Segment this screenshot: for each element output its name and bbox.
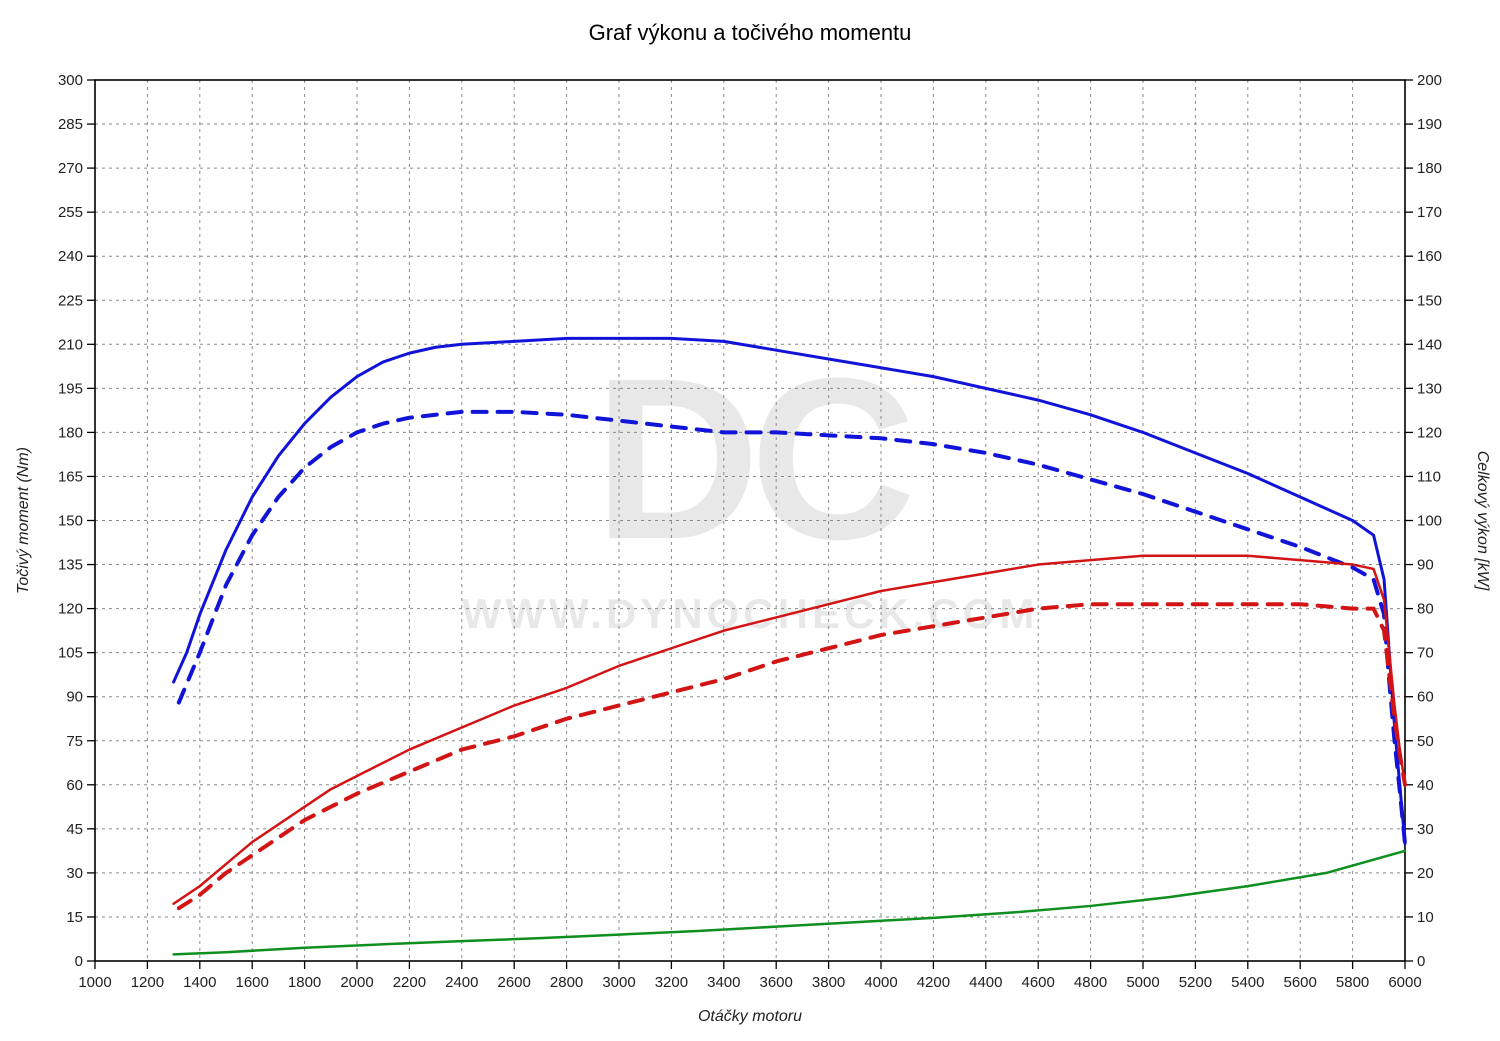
svg-text:3200: 3200: [655, 974, 688, 991]
svg-text:1000: 1000: [78, 974, 111, 991]
dyno-chart: DCWWW.DYNOCHECK.COM100012001400160018002…: [0, 0, 1500, 1041]
svg-text:210: 210: [58, 336, 83, 353]
svg-text:70: 70: [1417, 645, 1434, 662]
x-axis-label: Otáčky motoru: [698, 1008, 802, 1025]
svg-text:1400: 1400: [183, 974, 216, 991]
svg-text:4800: 4800: [1074, 974, 1107, 991]
svg-text:3000: 3000: [602, 974, 635, 991]
svg-text:2600: 2600: [498, 974, 531, 991]
svg-text:190: 190: [1417, 116, 1442, 133]
svg-text:5200: 5200: [1179, 974, 1212, 991]
svg-text:285: 285: [58, 116, 83, 133]
svg-text:5000: 5000: [1126, 974, 1159, 991]
svg-text:2400: 2400: [445, 974, 478, 991]
svg-text:90: 90: [66, 689, 83, 706]
svg-text:1600: 1600: [236, 974, 269, 991]
svg-text:300: 300: [58, 72, 83, 89]
svg-text:DC: DC: [594, 330, 910, 587]
svg-text:WWW.DYNOCHECK.COM: WWW.DYNOCHECK.COM: [462, 590, 1039, 637]
chart-svg: DCWWW.DYNOCHECK.COM100012001400160018002…: [0, 0, 1500, 1041]
svg-text:160: 160: [1417, 248, 1442, 265]
svg-text:4600: 4600: [1022, 974, 1055, 991]
svg-text:150: 150: [58, 513, 83, 530]
svg-text:170: 170: [1417, 204, 1442, 221]
svg-text:45: 45: [66, 821, 83, 838]
svg-text:5600: 5600: [1284, 974, 1317, 991]
svg-text:150: 150: [1417, 292, 1442, 309]
svg-text:100: 100: [1417, 513, 1442, 530]
svg-text:10: 10: [1417, 909, 1434, 926]
svg-text:3400: 3400: [707, 974, 740, 991]
svg-text:2800: 2800: [550, 974, 583, 991]
svg-text:15: 15: [66, 909, 83, 926]
svg-text:30: 30: [1417, 821, 1434, 838]
svg-text:255: 255: [58, 204, 83, 221]
svg-text:1200: 1200: [131, 974, 164, 991]
svg-text:165: 165: [58, 468, 83, 485]
svg-text:3600: 3600: [760, 974, 793, 991]
svg-text:30: 30: [66, 865, 83, 882]
svg-text:4000: 4000: [864, 974, 897, 991]
svg-text:1800: 1800: [288, 974, 321, 991]
svg-text:50: 50: [1417, 733, 1434, 750]
svg-text:105: 105: [58, 645, 83, 662]
y-right-axis-label: Celkový výkon [kW]: [1474, 451, 1491, 591]
svg-text:130: 130: [1417, 380, 1442, 397]
svg-text:120: 120: [58, 601, 83, 618]
svg-text:110: 110: [1417, 468, 1441, 485]
svg-text:0: 0: [75, 953, 83, 970]
svg-text:3800: 3800: [812, 974, 845, 991]
svg-text:80: 80: [1417, 601, 1434, 618]
svg-text:225: 225: [58, 292, 83, 309]
svg-text:60: 60: [66, 777, 83, 794]
svg-text:4400: 4400: [969, 974, 1002, 991]
svg-text:4200: 4200: [917, 974, 950, 991]
svg-text:200: 200: [1417, 72, 1442, 89]
svg-text:180: 180: [1417, 160, 1442, 177]
svg-text:5400: 5400: [1231, 974, 1264, 991]
svg-text:135: 135: [58, 557, 83, 574]
svg-text:180: 180: [58, 424, 83, 441]
chart-title: Graf výkonu a točivého momentu: [589, 20, 912, 45]
svg-text:40: 40: [1417, 777, 1434, 794]
svg-text:2000: 2000: [340, 974, 373, 991]
svg-text:140: 140: [1417, 336, 1442, 353]
svg-text:270: 270: [58, 160, 83, 177]
svg-text:240: 240: [58, 248, 83, 265]
svg-text:20: 20: [1417, 865, 1434, 882]
y-left-axis-label: Točivý moment (Nm): [15, 447, 32, 594]
svg-text:0: 0: [1417, 953, 1425, 970]
svg-text:6000: 6000: [1388, 974, 1421, 991]
svg-text:2200: 2200: [393, 974, 426, 991]
svg-text:60: 60: [1417, 689, 1434, 706]
svg-text:90: 90: [1417, 557, 1434, 574]
svg-text:75: 75: [66, 733, 83, 750]
svg-text:5800: 5800: [1336, 974, 1369, 991]
svg-text:120: 120: [1417, 424, 1442, 441]
svg-text:195: 195: [58, 380, 83, 397]
